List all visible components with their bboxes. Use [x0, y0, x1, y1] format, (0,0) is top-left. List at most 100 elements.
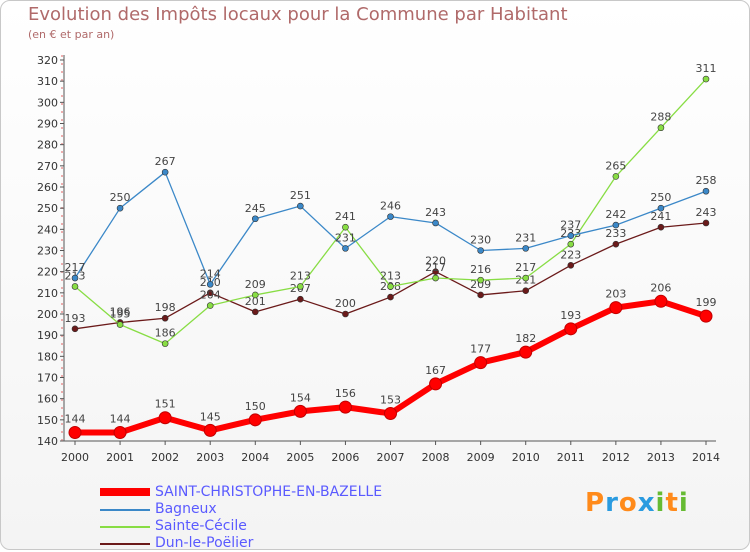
data-label: 217 [425, 261, 446, 274]
data-point [702, 219, 710, 227]
y-tick-label: 160 [37, 393, 58, 406]
chart-title: Evolution des Impôts locaux pour la Comm… [28, 4, 568, 25]
data-point [477, 291, 484, 299]
data-label: 150 [245, 400, 266, 413]
data-point [564, 322, 578, 336]
data-label: 250 [110, 191, 131, 204]
data-label: 182 [515, 332, 536, 345]
x-tick-label: 2004 [241, 451, 269, 464]
y-tick-label: 260 [37, 181, 58, 194]
data-point [612, 221, 620, 229]
data-label: 230 [470, 234, 491, 247]
data-label: 231 [335, 231, 356, 244]
x-tick-label: 2001 [106, 451, 134, 464]
legend-swatch [100, 543, 150, 545]
data-label: 177 [470, 343, 491, 356]
logo-letter: i [655, 488, 666, 518]
data-label: 193 [560, 309, 581, 322]
data-point [71, 283, 79, 290]
data-label: 241 [335, 210, 356, 223]
data-label: 265 [605, 159, 626, 172]
data-label: 241 [650, 210, 671, 223]
data-label: 156 [335, 387, 356, 400]
chart-subtitle: (en € et par an) [28, 28, 115, 41]
y-tick-label: 240 [37, 223, 58, 236]
data-point [702, 187, 710, 195]
data-label: 206 [650, 281, 671, 294]
data-point [342, 245, 349, 252]
data-label: 213 [290, 269, 311, 282]
y-tick-label: 150 [37, 414, 58, 427]
data-point [387, 213, 394, 220]
legend-label: Dun-le-Poëlier [155, 535, 254, 551]
data-label: 204 [200, 289, 221, 302]
data-point [158, 411, 172, 425]
data-label: 233 [605, 227, 626, 240]
data-point [612, 240, 620, 248]
x-tick-label: 2008 [422, 451, 450, 464]
data-point [387, 293, 394, 301]
data-label: 246 [380, 200, 401, 213]
logo-letter: i [678, 488, 689, 518]
data-label: 203 [605, 288, 626, 301]
data-point [297, 202, 304, 210]
legend-swatch [100, 526, 150, 528]
data-point [68, 426, 82, 440]
data-label: 154 [290, 391, 311, 404]
x-tick-label: 2002 [151, 451, 179, 464]
data-point [342, 223, 349, 231]
data-point [342, 310, 349, 318]
data-point [161, 314, 169, 322]
data-point [116, 321, 124, 328]
data-point [522, 287, 530, 295]
data-point [567, 262, 575, 269]
logo-letter: o [618, 488, 638, 518]
x-tick-label: 2011 [557, 451, 585, 464]
y-tick-label: 180 [37, 350, 58, 363]
data-label: 311 [696, 62, 717, 75]
y-tick-label: 210 [37, 287, 58, 300]
x-tick-label: 2006 [331, 451, 359, 464]
data-label: 198 [155, 301, 176, 314]
data-point [519, 345, 533, 359]
x-tick-label: 2012 [602, 451, 630, 464]
data-label: 145 [200, 410, 221, 423]
logo-letter: P [585, 488, 606, 518]
data-point [206, 289, 214, 297]
data-point [293, 404, 307, 418]
y-tick-label: 270 [37, 160, 58, 173]
data-point [477, 276, 484, 284]
data-label: 242 [605, 208, 626, 221]
data-point [654, 294, 668, 308]
data-point [251, 215, 259, 223]
data-label: 199 [696, 296, 717, 309]
data-label: 200 [335, 297, 356, 310]
x-tick-label: 2009 [467, 451, 495, 464]
data-point [71, 274, 79, 282]
x-tick-label: 2003 [196, 451, 224, 464]
data-point [206, 281, 214, 288]
data-point [71, 325, 79, 333]
data-point [609, 301, 623, 315]
data-point [477, 247, 484, 254]
data-point [657, 204, 665, 212]
data-label: 237 [560, 219, 581, 232]
data-label: 153 [380, 393, 401, 406]
legend-label: Bagneux [155, 501, 217, 517]
proxiti-logo: Proxiti [585, 488, 689, 518]
y-tick-label: 230 [37, 245, 58, 258]
data-label: 214 [200, 267, 221, 280]
data-label: 243 [696, 206, 717, 219]
data-label: 231 [515, 231, 536, 244]
logo-letter: t [665, 488, 679, 518]
legend-label: SAINT-CHRISTOPHE-EN-BAZELLE [155, 484, 383, 500]
data-point [522, 274, 530, 282]
y-tick-label: 280 [37, 139, 58, 152]
legend-label: Sainte-Cécile [155, 518, 247, 534]
data-point [251, 308, 259, 316]
data-label: 144 [65, 413, 86, 426]
data-label: 288 [650, 111, 671, 124]
data-label: 216 [470, 263, 491, 276]
data-point [297, 283, 304, 290]
data-label: 186 [155, 327, 176, 340]
